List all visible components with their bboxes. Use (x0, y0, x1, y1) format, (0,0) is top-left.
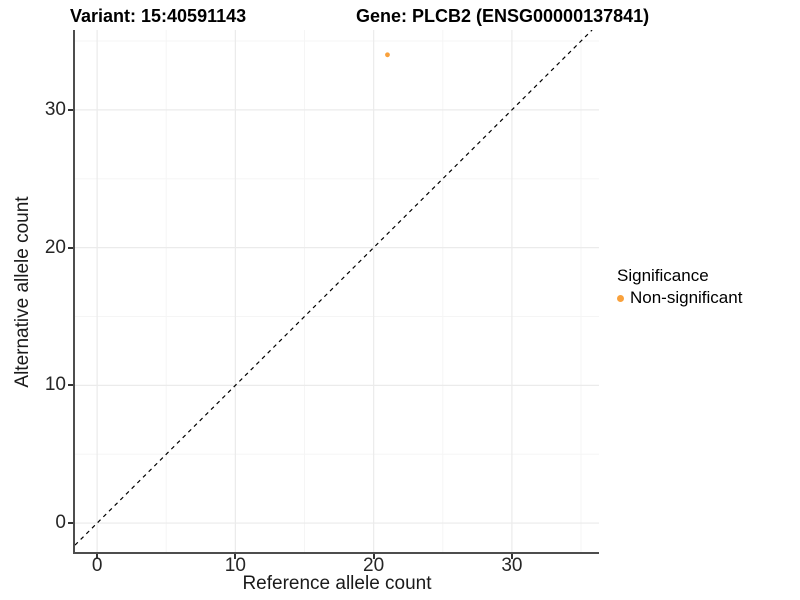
x-tick-label: 10 (224, 555, 246, 576)
y-tick-label: 20 (44, 236, 66, 258)
plot-title-gene: Gene: PLCB2 (ENSG00000137841) (356, 6, 650, 26)
y-axis-title: Alternative allele count (12, 196, 33, 388)
plot-canvas (75, 30, 599, 552)
x-tick-label: 20 (363, 555, 385, 576)
identity-dashed-line (75, 30, 593, 546)
legend-point-icon (617, 294, 624, 302)
x-tick-mark (510, 554, 513, 559)
legend-entry: Non-significant (617, 287, 742, 309)
x-tick-mark (234, 554, 237, 559)
data-point (385, 52, 390, 58)
y-tick-mark (68, 108, 73, 111)
legend-entry-label: Non-significant (630, 288, 743, 307)
x-axis-title: Reference allele count (242, 573, 432, 594)
x-tick-mark (372, 554, 375, 559)
x-tick-mark (96, 554, 99, 559)
y-tick-label: 10 (44, 374, 66, 396)
legend: Significance Non-significant (617, 265, 742, 309)
y-tick-mark (68, 246, 73, 249)
x-tick-label: 30 (501, 555, 523, 576)
plot-panel (73, 30, 599, 554)
y-tick-label: 30 (44, 98, 66, 120)
y-tick-mark (68, 384, 73, 387)
plot-title-variant: Variant: 15:40591143 (70, 6, 247, 26)
legend-title: Significance (617, 266, 709, 285)
x-tick-label: 0 (91, 555, 103, 576)
y-tick-mark (68, 522, 73, 525)
y-tick-label: 0 (55, 512, 66, 534)
